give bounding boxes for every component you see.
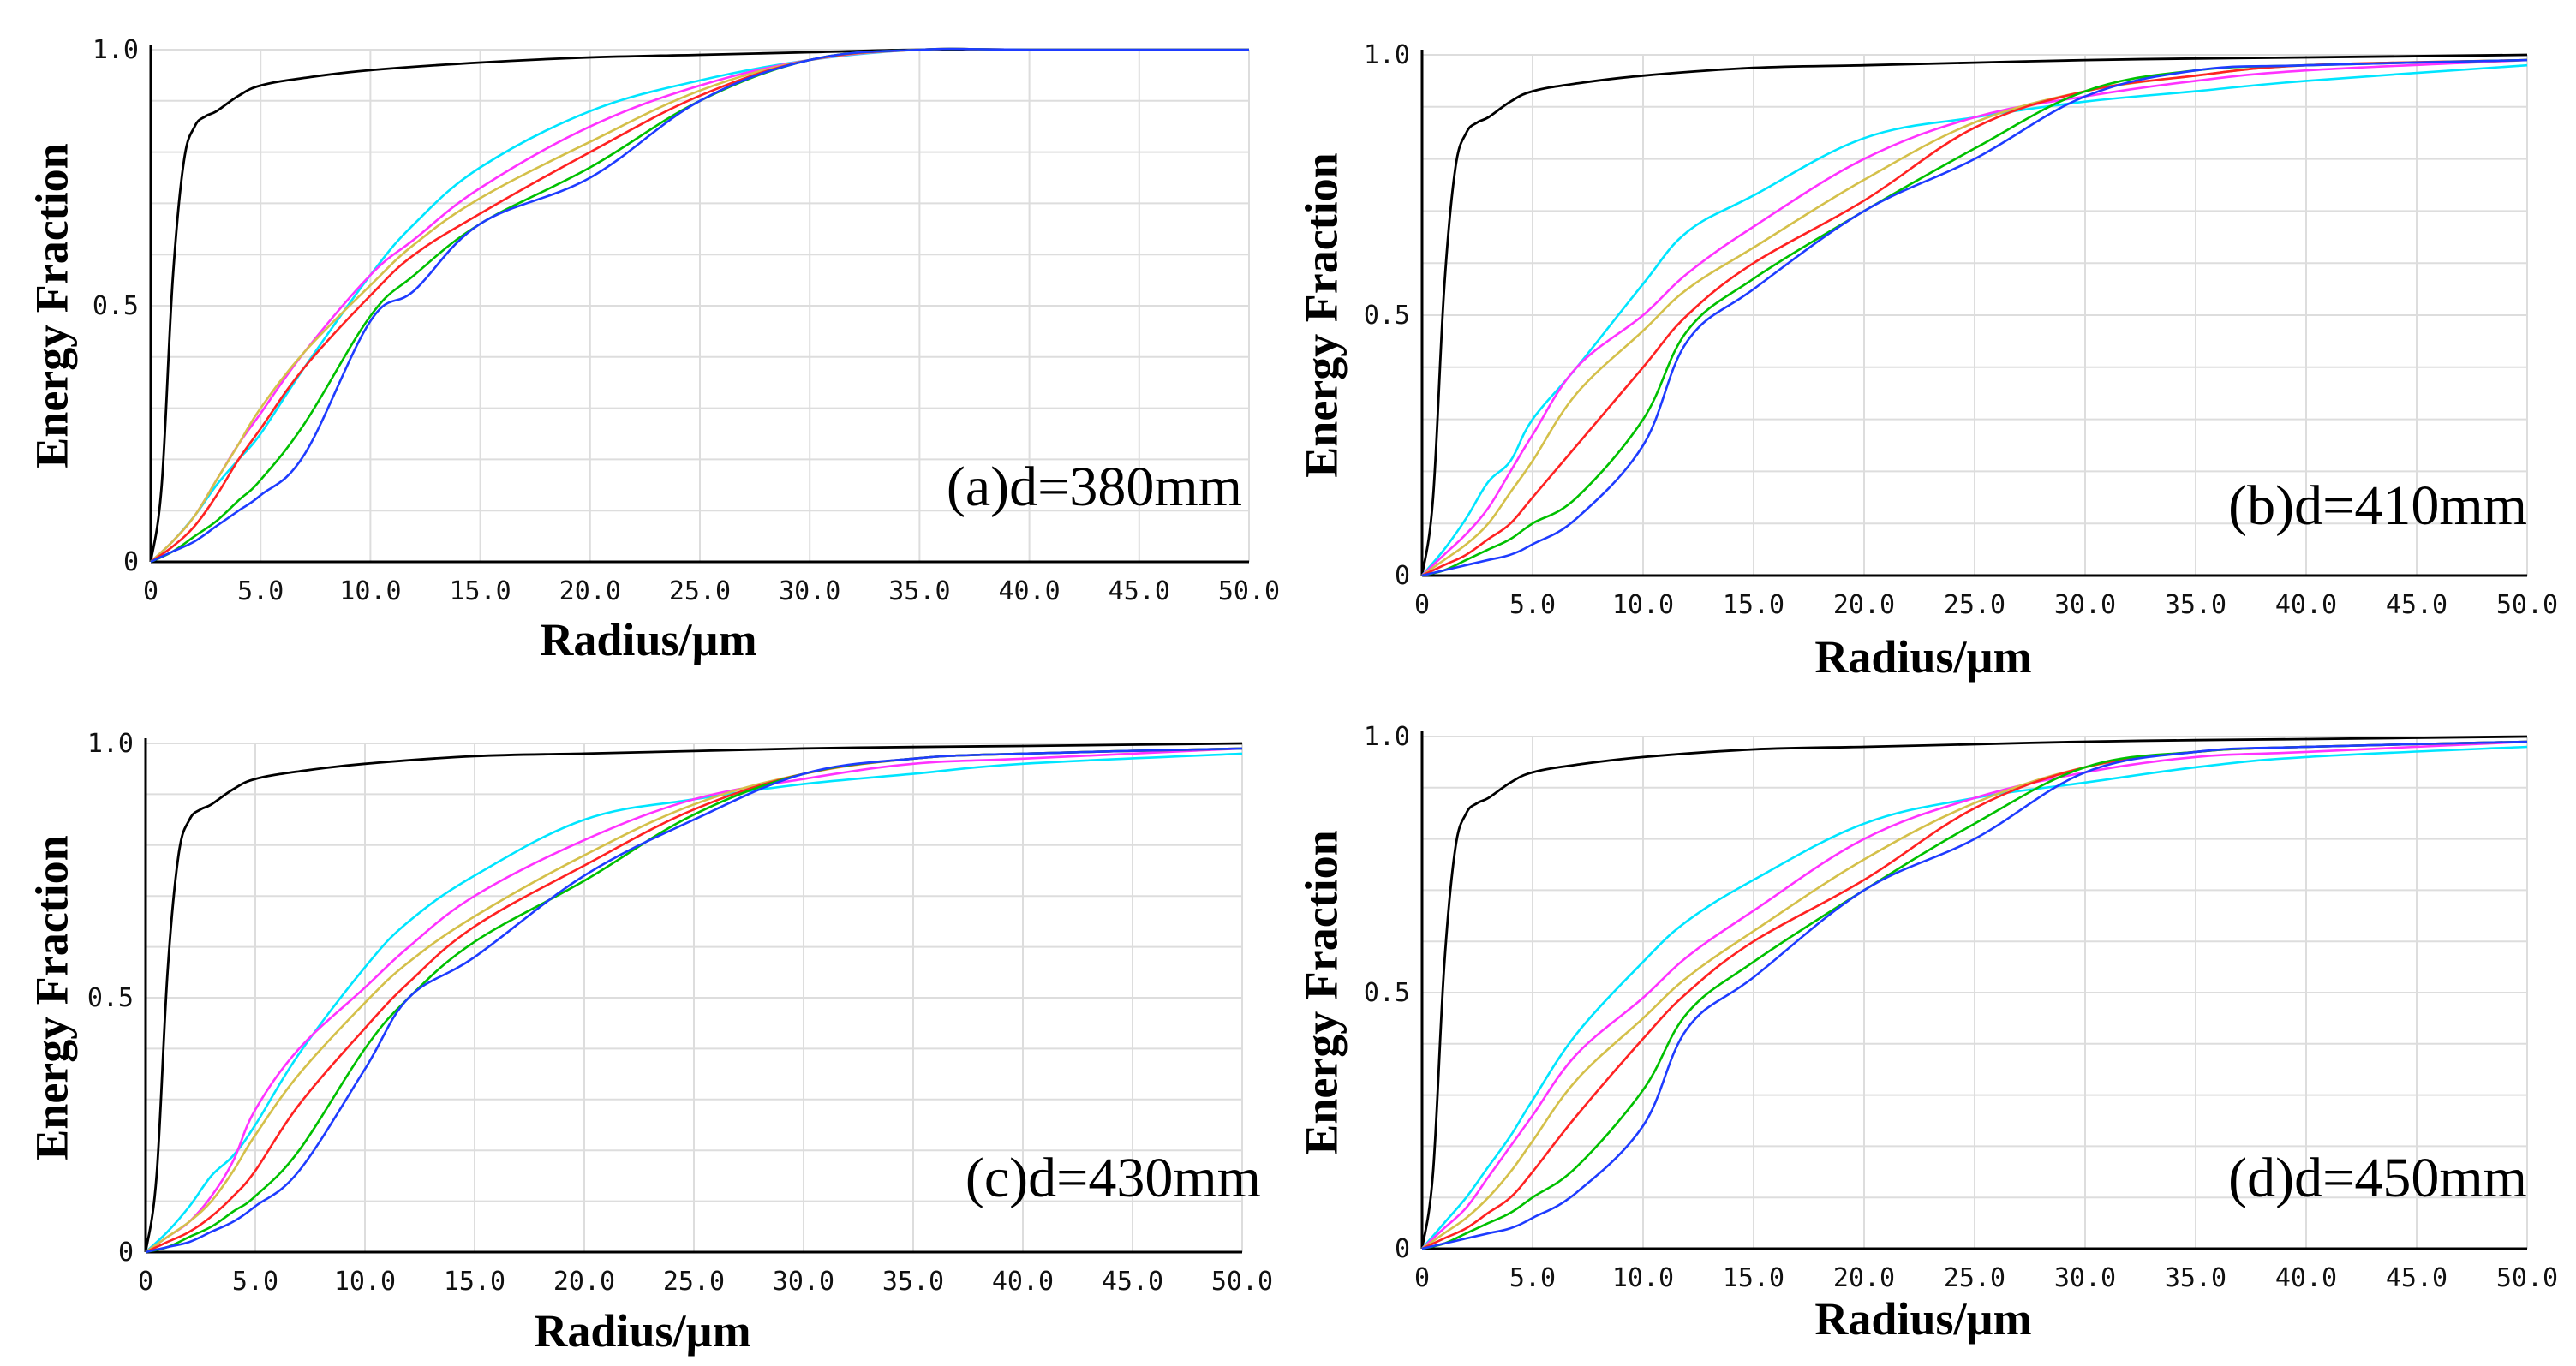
x-tick-label: 45.0 [1109,576,1170,606]
y-tick-label: 0.5 [93,291,139,321]
y-tick-label: 0.5 [87,983,134,1013]
x-tick-label: 5.0 [237,576,284,606]
series-line-6 [1421,740,2528,1250]
x-tick-label: 10.0 [334,1267,396,1297]
series-line-2 [145,747,1243,1254]
x-tick-label: 20.0 [1833,590,1895,620]
x-tick-label: 15.0 [444,1267,505,1297]
series-line-6 [145,747,1243,1254]
y-tick-label: 1.0 [1364,722,1410,752]
x-tick-label: 0 [138,1267,153,1297]
panel-label: (a)d=380mm [947,456,1242,518]
x-axis-title: Radius/µm [534,1305,750,1357]
x-axis-title: Radius/µm [540,614,756,665]
x-tick-label: 30.0 [779,576,840,606]
y-tick-label: 1.0 [1364,40,1410,70]
series-line-0 [1420,735,2528,1250]
x-tick-label: 20.0 [553,1267,615,1297]
x-tick-label: 45.0 [1102,1267,1163,1297]
x-tick-label: 0 [1414,1263,1430,1293]
y-tick-label: 0 [118,1238,134,1268]
x-tick-label: 25.0 [663,1267,725,1297]
x-tick-label: 40.0 [2275,590,2337,620]
panel-label: (c)d=430mm [965,1147,1261,1209]
panel-label: (b)d=410mm [2228,474,2527,537]
chart-panel-2: 0 5.0 10.0 15.0 20.0 25.0 30.0 35.0 40.0 45.0 50.0… [26,729,1273,1357]
x-tick-label: 40.0 [992,1267,1054,1297]
y-axis-title: Energy Fraction [26,143,77,468]
x-tick-label: 30.0 [2054,590,2116,620]
chart-panel-3: 0 5.0 10.0 15.0 20.0 25.0 30.0 35.0 40.0 45.0 50.0… [1295,722,2558,1345]
series-line-2 [1421,740,2528,1250]
x-tick-label: 30.0 [2054,1263,2116,1293]
series-line-0 [1420,53,2528,576]
x-tick-label: 25.0 [669,576,731,606]
y-tick-label: 0 [1395,561,1410,591]
series-line-6 [1421,58,2528,577]
x-tick-label: 50.0 [1211,1267,1273,1297]
x-tick-label: 25.0 [1944,1263,2005,1293]
x-tick-label: 5.0 [1509,1263,1556,1293]
x-tick-label: 10.0 [1612,1263,1674,1293]
x-tick-label: 15.0 [1723,590,1784,620]
y-tick-label: 1.0 [87,729,134,759]
panel-label: (d)d=450mm [2228,1147,2527,1209]
x-tick-label: 5.0 [1509,590,1556,620]
y-axis-title: Energy Fraction [1295,830,1347,1154]
series-line-1 [1421,745,2528,1250]
y-tick-label: 1.0 [93,35,139,65]
chart-panel-1: 0 5.0 10.0 15.0 20.0 25.0 30.0 35.0 40.0 45.0 50.0… [1295,40,2558,683]
x-tick-label: 50.0 [2496,1263,2558,1293]
y-axis-title: Energy Fraction [1295,152,1347,477]
x-tick-label: 15.0 [1723,1263,1784,1293]
x-tick-label: 50.0 [2496,590,2558,620]
x-tick-label: 0 [143,576,158,606]
series-line-4 [1421,58,2528,577]
x-tick-label: 10.0 [1612,590,1674,620]
x-tick-label: 40.0 [998,576,1060,606]
x-tick-label: 20.0 [559,576,621,606]
x-tick-label: 35.0 [888,576,950,606]
x-tick-label: 0 [1414,590,1430,620]
x-tick-label: 35.0 [882,1267,944,1297]
x-tick-label: 25.0 [1944,590,2005,620]
x-tick-label: 20.0 [1833,1263,1895,1293]
x-tick-label: 10.0 [339,576,401,606]
series-line-1 [1421,63,2528,576]
x-tick-label: 15.0 [449,576,511,606]
y-axis-title: Energy Fraction [26,835,77,1160]
x-tick-label: 50.0 [1218,576,1280,606]
series-line-6 [150,47,1249,564]
chart-panel-0: 0 5.0 10.0 15.0 20.0 25.0 30.0 35.0 40.0 45.0 50.0… [26,35,1280,665]
x-axis-title: Radius/µm [1814,631,2031,683]
x-tick-label: 45.0 [2386,590,2447,620]
x-tick-label: 35.0 [2165,590,2226,620]
y-tick-label: 0.5 [1364,301,1410,331]
y-tick-label: 0 [1395,1234,1410,1264]
x-axis-title: Radius/µm [1814,1293,2031,1345]
x-tick-label: 40.0 [2275,1263,2337,1293]
x-tick-label: 5.0 [232,1267,278,1297]
x-tick-label: 30.0 [773,1267,834,1297]
series-line-2 [1421,58,2528,576]
y-tick-label: 0.5 [1364,978,1410,1008]
x-tick-label: 35.0 [2165,1263,2226,1293]
series-line-1 [145,752,1243,1253]
y-tick-label: 0 [123,547,139,577]
x-tick-label: 45.0 [2386,1263,2447,1293]
series-line-0 [144,742,1243,1253]
